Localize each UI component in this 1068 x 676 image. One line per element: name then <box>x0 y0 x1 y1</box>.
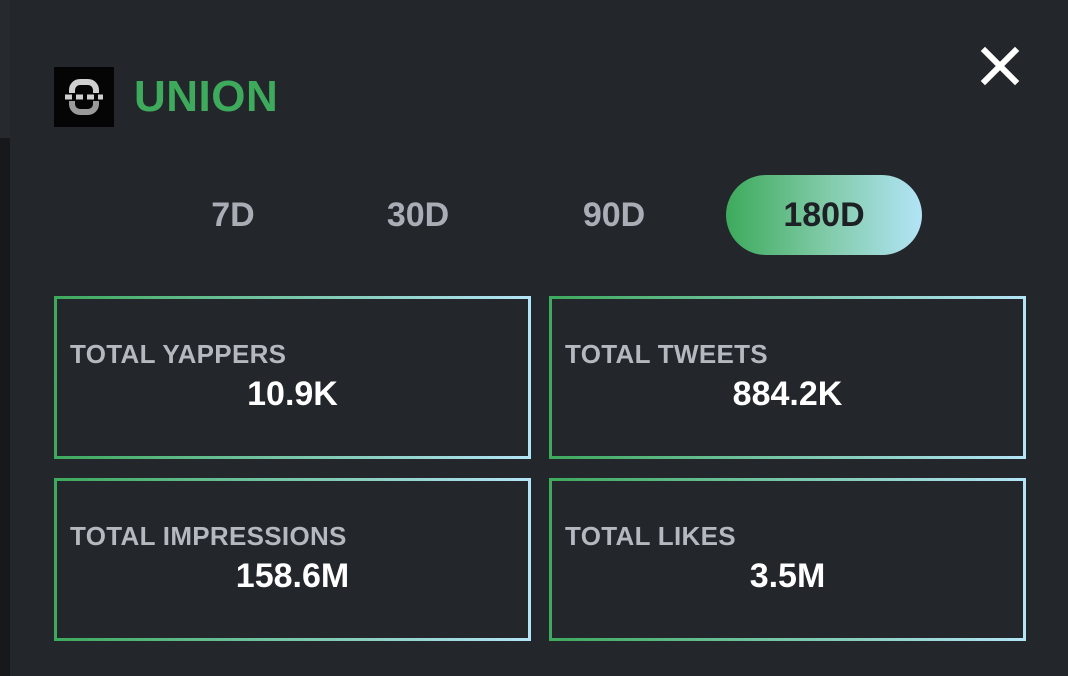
project-title: UNION <box>134 72 279 121</box>
backdrop <box>0 0 10 676</box>
stat-value: 10.9K <box>247 375 338 413</box>
stat-card-total-tweets: TOTAL TWEETS 884.2K <box>549 296 1026 459</box>
modal-header: UNION <box>54 67 278 127</box>
tab-90d[interactable]: 90D <box>582 196 646 234</box>
close-button[interactable] <box>976 42 1024 90</box>
union-logo-icon <box>54 67 114 127</box>
stat-label: TOTAL TWEETS <box>565 339 768 369</box>
period-tabs: 7D 30D 90D 180D <box>10 175 1068 255</box>
stat-label: TOTAL YAPPERS <box>70 339 287 369</box>
tab-7d[interactable]: 7D <box>211 196 255 234</box>
close-icon[interactable] <box>976 42 1024 90</box>
stat-card-total-yappers: TOTAL YAPPERS 10.9K <box>54 296 531 459</box>
stat-card-total-impressions: TOTAL IMPRESSIONS 158.6M <box>54 478 531 641</box>
stat-value: 884.2K <box>732 375 843 413</box>
stat-label: TOTAL LIKES <box>565 521 736 551</box>
tab-180d[interactable]: 180D <box>726 175 922 255</box>
project-stats-modal: UNION 7D 30D 90D 180D TOTAL YAPPERS 10.9… <box>10 0 1068 676</box>
stat-value: 158.6M <box>235 557 350 595</box>
stat-card-total-likes: TOTAL LIKES 3.5M <box>549 478 1026 641</box>
tab-30d[interactable]: 30D <box>386 196 450 234</box>
stat-label: TOTAL IMPRESSIONS <box>70 521 347 551</box>
stat-value: 3.5M <box>749 557 826 595</box>
